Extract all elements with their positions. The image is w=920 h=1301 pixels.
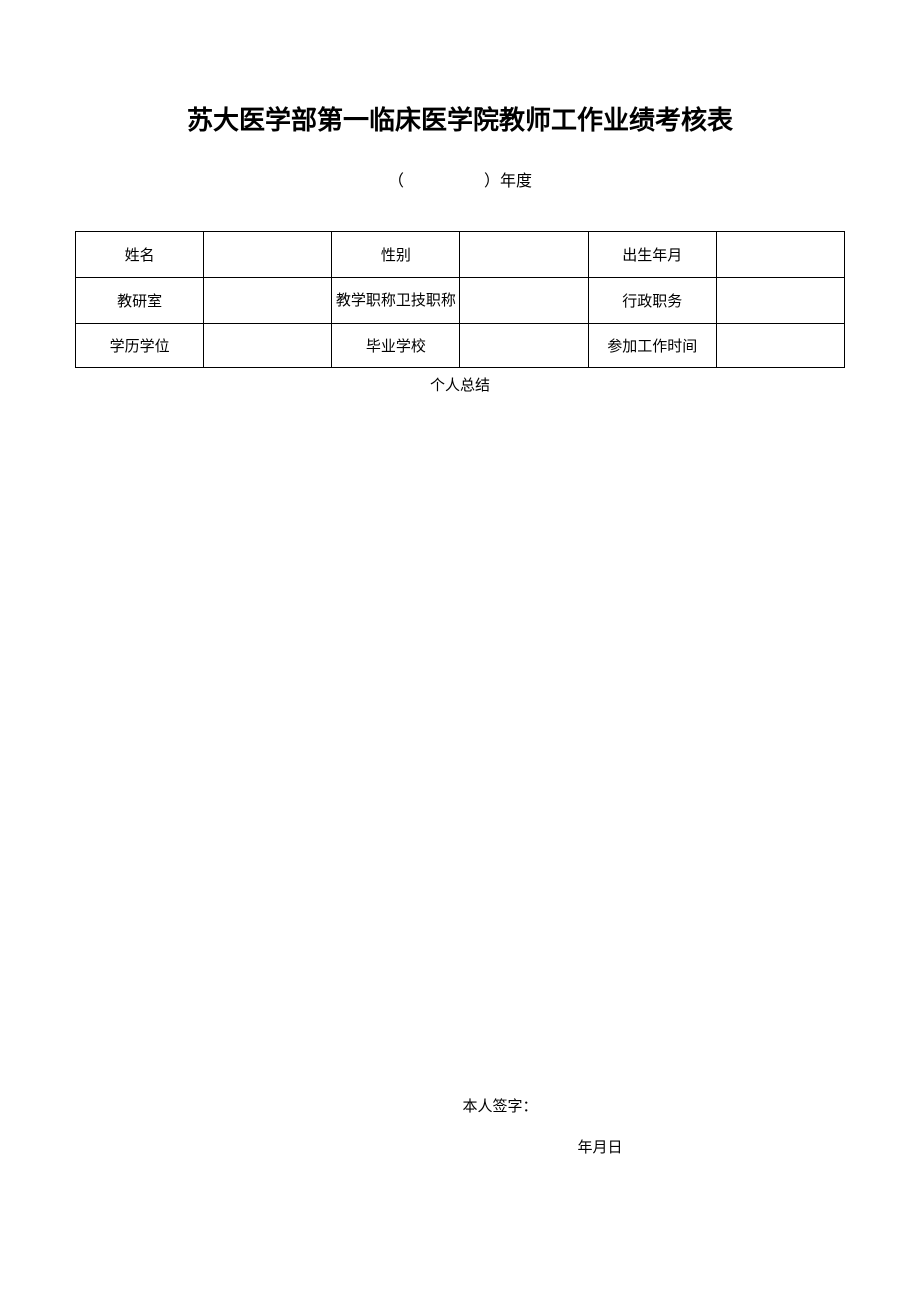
table-row: 姓名 性别 出生年月 <box>76 232 845 278</box>
signature-block: 本人签字： 年月日 <box>75 1095 845 1157</box>
value-title <box>460 278 588 324</box>
info-table: 姓名 性别 出生年月 教研室 教学职称卫技职称 行政职务 学历学位 毕业学校 参… <box>75 231 845 368</box>
value-workdate <box>716 324 844 368</box>
label-school: 毕业学校 <box>332 324 460 368</box>
label-department: 教研室 <box>76 278 204 324</box>
label-position: 行政职务 <box>588 278 716 324</box>
label-name: 姓名 <box>76 232 204 278</box>
value-birth <box>716 232 844 278</box>
value-name <box>204 232 332 278</box>
value-school <box>460 324 588 368</box>
value-education <box>204 324 332 368</box>
summary-label: 个人总结 <box>75 374 845 395</box>
label-title: 教学职称卫技职称 <box>332 278 460 324</box>
label-birth: 出生年月 <box>588 232 716 278</box>
label-education: 学历学位 <box>76 324 204 368</box>
signature-label: 本人签字： <box>75 1095 845 1116</box>
document-page: 苏大医学部第一临床医学院教师工作业绩考核表 （ ）年度 姓名 性别 出生年月 教研… <box>0 0 920 1157</box>
document-title: 苏大医学部第一临床医学院教师工作业绩考核表 <box>75 100 845 137</box>
table-row: 教研室 教学职称卫技职称 行政职务 <box>76 278 845 324</box>
value-department <box>204 278 332 324</box>
year-paren-open: （ <box>388 173 404 190</box>
label-workdate: 参加工作时间 <box>588 324 716 368</box>
date-label: 年月日 <box>75 1136 845 1157</box>
value-position <box>716 278 844 324</box>
label-gender: 性别 <box>332 232 460 278</box>
value-gender <box>460 232 588 278</box>
year-paren-close: ）年度 <box>484 173 532 190</box>
year-line: （ ）年度 <box>75 167 845 191</box>
table-row: 学历学位 毕业学校 参加工作时间 <box>76 324 845 368</box>
